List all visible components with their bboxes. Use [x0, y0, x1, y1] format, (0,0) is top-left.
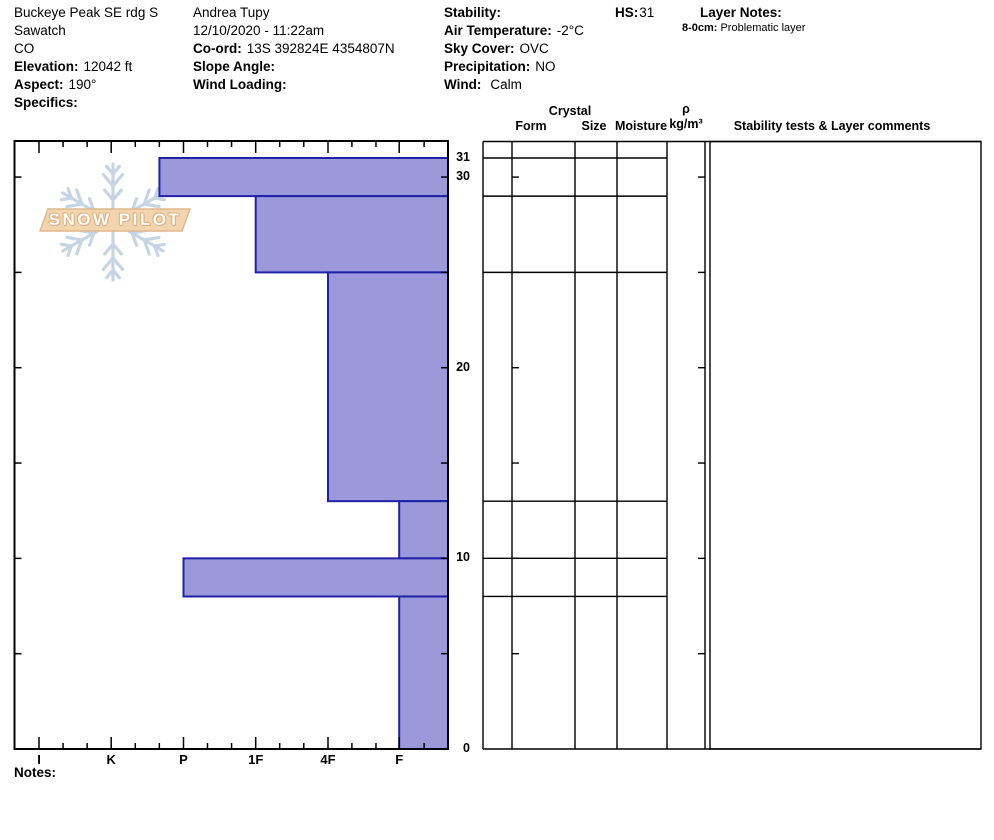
- layer-bar: [398, 595, 450, 751]
- col-header-density-units: kg/m³: [669, 117, 703, 131]
- observer-info-block: Andrea Tupy 12/10/2020 - 11:22am Co-ord:…: [193, 4, 395, 94]
- comments-column-box: [709, 140, 982, 750]
- wind-loading: Wind Loading:: [193, 77, 287, 92]
- col-header-stability-comments: Stability tests & Layer comments: [733, 119, 931, 133]
- hardness-category-label: 1F: [248, 752, 264, 767]
- layer-bar: [158, 157, 449, 198]
- layer-bar: [327, 271, 449, 503]
- depth-label: 0: [463, 741, 470, 755]
- logo-banner: [38, 208, 192, 232]
- depth-label: 30: [456, 169, 470, 184]
- depth-label: 20: [456, 359, 470, 374]
- depth-label: 10: [456, 550, 470, 565]
- col-header-density-symbol: ρ: [682, 102, 690, 116]
- hardness-layer-bars: [158, 157, 450, 751]
- precipitation: Precipitation: NO: [444, 59, 556, 74]
- hardness-category-label: I: [37, 752, 41, 767]
- site-aspect: Aspect: 190°: [14, 77, 97, 92]
- hs-total-depth: HS:31: [615, 5, 655, 20]
- layer-bar: [182, 557, 449, 598]
- col-header-moisture: Moisture: [614, 119, 668, 133]
- hardness-category-label: K: [106, 752, 116, 767]
- snowpilot-logo-text: SNOW PILOT: [48, 210, 182, 229]
- axis-ticks: [14, 141, 448, 749]
- layer-note-item: 8-0cm: Problematic layer: [682, 22, 806, 34]
- depth-label: 31: [456, 150, 470, 164]
- col-header-crystal: Crystal: [548, 104, 592, 118]
- hardness-category-label: P: [179, 752, 188, 767]
- wind: Wind: Calm: [444, 77, 522, 92]
- observation-datetime: 12/10/2020 - 11:22am: [193, 23, 325, 38]
- slope-angle: Slope Angle:: [193, 59, 276, 74]
- observer-name: Andrea Tupy: [193, 5, 270, 20]
- site-info-block: Buckeye Peak SE rdg S Sawatch CO Elevati…: [14, 4, 158, 112]
- hardness-category-label: F: [395, 752, 404, 767]
- layer-notes-heading: Layer Notes:: [700, 5, 782, 20]
- snowflake-icon: [59, 162, 167, 282]
- air-temperature: Air Temperature: -2°C: [444, 23, 584, 38]
- stability: Stability:: [444, 5, 502, 20]
- layer-bar: [254, 195, 449, 274]
- coordinates: Co-ord: 13S 392824E 4354807N: [193, 41, 395, 56]
- site-state: CO: [14, 41, 35, 56]
- col-header-size: Size: [581, 119, 607, 133]
- sky-cover: Sky Cover: OVC: [444, 41, 549, 56]
- site-range: Sawatch: [14, 23, 66, 38]
- col-header-form: Form: [515, 119, 547, 133]
- site-name: Buckeye Peak SE rdg S: [14, 5, 159, 20]
- site-specifics: Specifics:: [14, 95, 78, 110]
- conditions-block: Stability: Air Temperature: -2°C Sky Cove…: [444, 4, 584, 94]
- site-elevation: Elevation: 12042 ft: [14, 59, 133, 74]
- notes-heading: Notes:: [14, 765, 57, 780]
- layer-table-grid: [482, 140, 982, 750]
- hardness-category-label: 4F: [320, 752, 336, 767]
